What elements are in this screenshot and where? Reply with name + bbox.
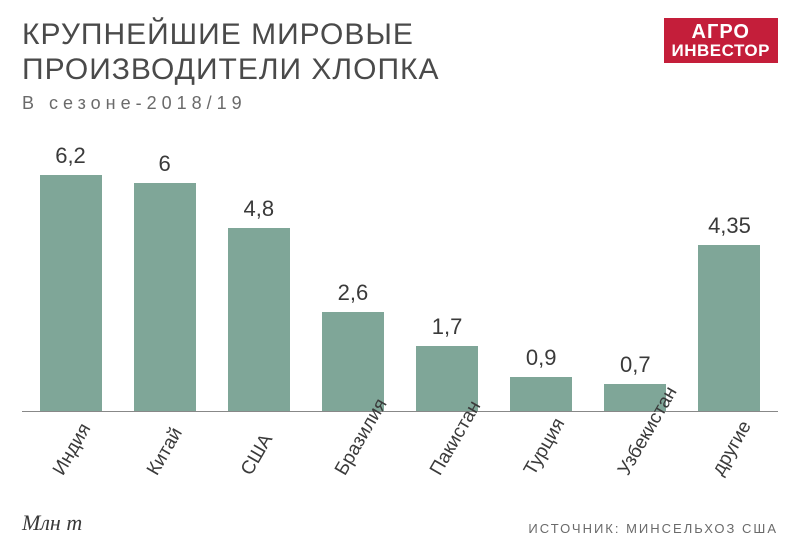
labels-row: ИндияКитайСШАБразилияПакистанТурцияУзбек… [22, 416, 778, 496]
bar-group: 6 [122, 151, 207, 411]
bar-group: 4,8 [216, 196, 301, 411]
bar-value-label: 4,35 [708, 213, 751, 239]
chart-title: КРУПНЕЙШИЕ МИРОВЫЕ ПРОИЗВОДИТЕЛИ ХЛОПКА [22, 18, 664, 87]
bar-group: 1,7 [405, 314, 490, 411]
unit-label: Млн т [22, 510, 82, 536]
footer: Млн т ИСТОЧНИК: МИНСЕЛЬХОЗ США [22, 510, 778, 536]
bar-value-label: 1,7 [432, 314, 463, 340]
bar [134, 183, 196, 411]
title-block: КРУПНЕЙШИЕ МИРОВЫЕ ПРОИЗВОДИТЕЛИ ХЛОПКА … [22, 18, 664, 114]
header: КРУПНЕЙШИЕ МИРОВЫЕ ПРОИЗВОДИТЕЛИ ХЛОПКА … [0, 0, 800, 114]
bar [40, 175, 102, 411]
logo-line2: ИНВЕСТОР [672, 42, 771, 59]
bar-group: 6,2 [28, 143, 113, 411]
bar-value-label: 6 [159, 151, 171, 177]
bar-group: 4,35 [687, 213, 772, 411]
bar-group: 2,6 [310, 280, 395, 411]
bar-value-label: 0,7 [620, 352, 651, 378]
bar [698, 245, 760, 411]
bar [228, 228, 290, 411]
bars-row: 6,2 6 4,8 2,6 1,7 0,9 0,7 4,35 [22, 142, 778, 412]
source-label: ИСТОЧНИК: МИНСЕЛЬХОЗ США [528, 521, 778, 536]
bar-value-label: 6,2 [55, 143, 86, 169]
logo-line1: АГРО [672, 22, 771, 42]
bar-value-label: 0,9 [526, 345, 557, 371]
bar-value-label: 2,6 [338, 280, 369, 306]
bar-value-label: 4,8 [243, 196, 274, 222]
bar-chart: 6,264,82,61,70,90,74,35 ИндияКитайСШАБра… [22, 142, 778, 492]
chart-subtitle: В сезоне-2018/19 [22, 93, 664, 114]
publisher-logo: АГРО ИНВЕСТОР [664, 18, 779, 63]
